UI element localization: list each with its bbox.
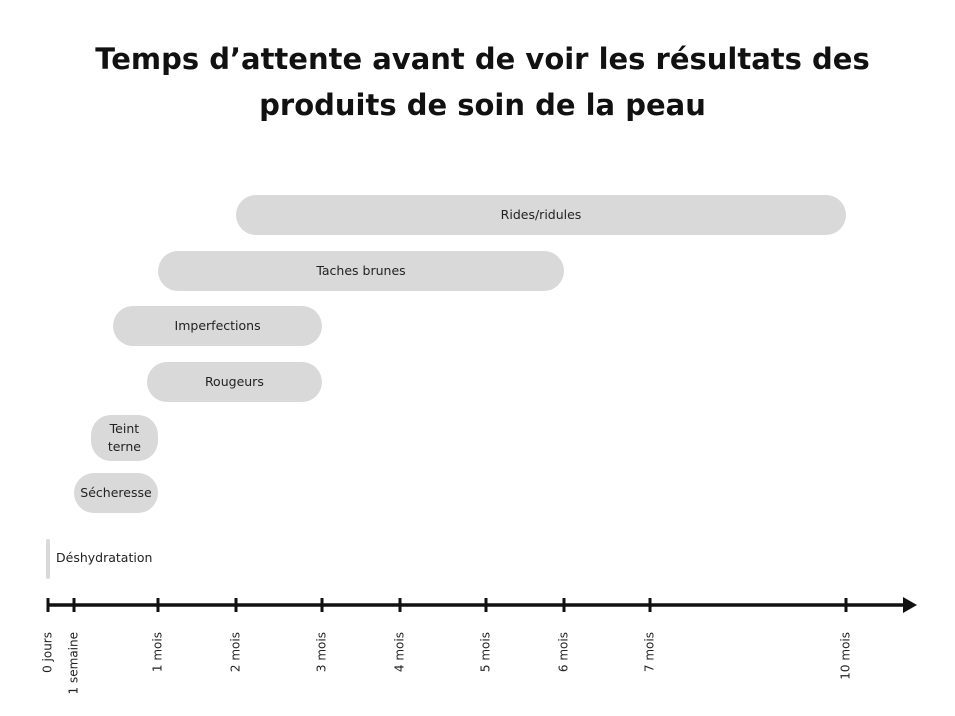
bar-label: Déshydratation <box>56 550 153 565</box>
bar-label: Imperfections <box>174 318 261 333</box>
bar-label: Sécheresse <box>80 485 152 500</box>
x-tick-label: 1 mois <box>151 632 165 672</box>
x-tick-label: 2 mois <box>229 632 243 672</box>
range-bar: Rougeurs <box>146 362 322 402</box>
x-tick-label: 0 jours <box>41 632 55 673</box>
bar-label: Rides/ridules <box>500 207 582 222</box>
x-tick-label: 5 mois <box>479 632 493 672</box>
x-tick-label: 4 mois <box>393 632 407 672</box>
x-tick-label: 1 semaine <box>67 632 81 694</box>
chart-title: Temps d’attente avant de voir les résult… <box>95 42 870 122</box>
bar-label: Taches brunes <box>316 263 406 278</box>
range-bar <box>46 539 50 579</box>
x-tick-label: 6 mois <box>557 632 571 672</box>
range-bar: Teint terne <box>90 415 158 461</box>
range-bar: Imperfections <box>113 306 322 346</box>
x-tick-label: 10 mois <box>839 632 853 680</box>
x-tick-label: 7 mois <box>643 632 657 672</box>
bar-label: Teint terne <box>107 421 141 454</box>
range-bar: Taches brunes <box>158 251 564 291</box>
axis-arrow <box>903 597 917 613</box>
range-bar: Rides/ridules <box>236 195 846 235</box>
range-bar: Sécheresse <box>74 473 158 513</box>
bar-label: Rougeurs <box>204 374 264 389</box>
x-tick-label: 3 mois <box>315 632 329 672</box>
